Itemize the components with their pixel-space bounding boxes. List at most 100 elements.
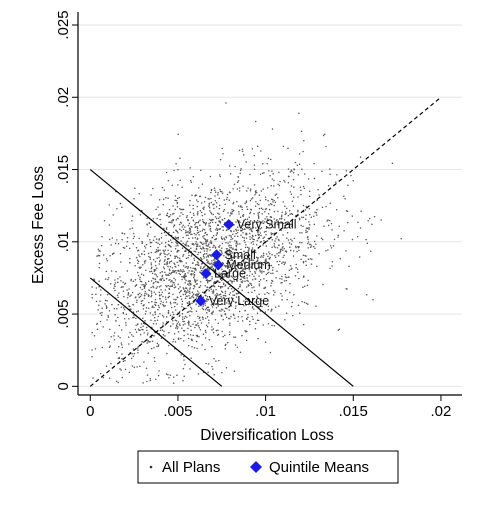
plan-point [106, 319, 108, 321]
plan-point [251, 306, 254, 308]
plan-point [219, 287, 222, 289]
plan-point [273, 218, 276, 220]
plan-point [268, 224, 271, 227]
plan-point [218, 359, 220, 362]
plan-point [182, 320, 184, 323]
plan-point [108, 341, 110, 343]
plan-point [178, 310, 181, 313]
plan-point [191, 345, 193, 348]
plan-point [199, 329, 202, 331]
plan-point [230, 236, 233, 238]
plan-point [268, 204, 270, 206]
plan-point [143, 253, 146, 256]
plan-point [173, 286, 176, 289]
plan-point [218, 204, 221, 207]
plan-point [234, 270, 236, 272]
plan-point [232, 233, 234, 235]
plan-point [196, 232, 199, 234]
plan-point [207, 306, 210, 309]
plan-point [117, 303, 120, 306]
plan-point [260, 150, 262, 152]
plan-point [187, 344, 190, 347]
plan-point [146, 235, 149, 237]
plan-point [268, 253, 271, 255]
plan-point [367, 219, 369, 222]
plan-point [257, 216, 260, 218]
plan-point [217, 224, 219, 226]
plan-point [220, 290, 223, 292]
plan-point [108, 238, 111, 241]
plan-point [254, 278, 256, 280]
plan-point [217, 212, 219, 215]
plan-point [212, 234, 215, 237]
plan-point [182, 255, 184, 257]
plan-point [189, 204, 191, 207]
plan-point [177, 338, 180, 340]
plan-point [247, 284, 250, 286]
plan-point [192, 262, 194, 264]
reference-lines [89, 96, 442, 387]
plan-point [121, 238, 123, 241]
plan-point [206, 261, 209, 264]
plan-point [96, 255, 98, 257]
plan-point [246, 246, 249, 248]
plan-point [214, 216, 217, 218]
plan-point [153, 357, 156, 359]
quintile-mean-marker-large [200, 268, 212, 280]
plan-point [245, 200, 248, 202]
plan-point [146, 334, 149, 336]
plan-point [133, 316, 135, 318]
plan-point [245, 232, 248, 234]
plan-point [300, 193, 302, 196]
plan-point [193, 285, 196, 288]
plan-point [264, 208, 267, 210]
plan-point [105, 270, 108, 273]
plan-point [190, 308, 193, 310]
plan-point [194, 236, 197, 239]
plan-point [336, 174, 338, 176]
plan-point [219, 158, 222, 161]
plan-point [182, 228, 185, 230]
plan-point [247, 303, 250, 306]
plan-point [142, 382, 144, 384]
plan-point [199, 230, 201, 233]
plan-point [146, 374, 149, 376]
plan-point [318, 253, 320, 255]
plan-point [233, 183, 236, 186]
plan-point [300, 189, 302, 192]
plan-point [235, 256, 237, 258]
plan-point [136, 347, 139, 349]
plan-point [97, 309, 99, 311]
plan-point [190, 357, 192, 359]
plan-point [277, 197, 279, 199]
plan-point [337, 236, 339, 238]
plan-point [267, 264, 270, 266]
plan-point [137, 310, 140, 312]
plan-point [343, 229, 345, 232]
plan-point [264, 196, 267, 198]
plan-point [313, 240, 316, 243]
plan-point [285, 312, 288, 314]
plan-point [129, 228, 131, 230]
plan-point [239, 169, 242, 172]
plan-point [278, 171, 280, 174]
plan-point [234, 165, 236, 168]
plan-point [187, 219, 189, 222]
plan-point [136, 301, 138, 303]
plan-point [181, 226, 183, 228]
plan-point [229, 172, 232, 175]
plan-point [222, 229, 224, 231]
y-tick-label-4: .02 [55, 87, 72, 108]
plan-point [207, 254, 209, 257]
plan-point [177, 330, 180, 333]
plan-point [131, 340, 133, 343]
plan-point [142, 308, 145, 310]
plan-point [270, 233, 273, 236]
plan-point [210, 197, 212, 200]
plan-point [172, 313, 175, 316]
plan-point [200, 169, 202, 172]
plan-point [283, 280, 286, 282]
plan-point [306, 242, 309, 245]
plan-point [271, 203, 273, 206]
plan-point [209, 246, 211, 249]
